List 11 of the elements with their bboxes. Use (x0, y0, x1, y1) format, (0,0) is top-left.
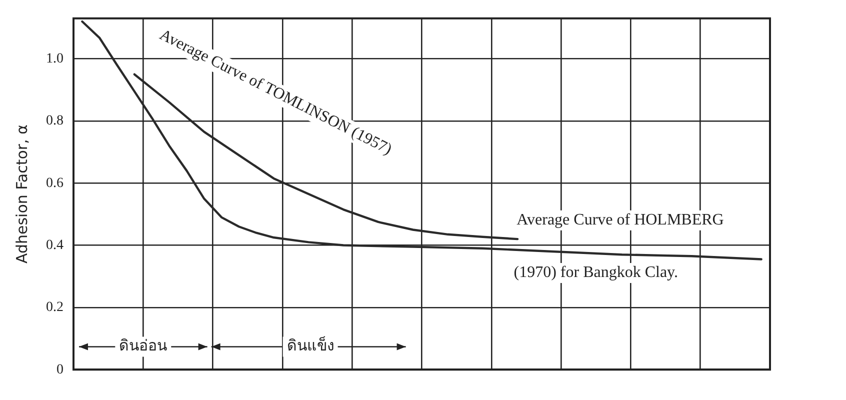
y-tick-label: 0.2 (46, 300, 64, 316)
annotation: ดินอ่อน (119, 336, 168, 355)
y-tick-label: 0 (56, 362, 64, 378)
y-tick-label: 0.8 (46, 114, 64, 129)
y-tick-label: 0.6 (46, 176, 64, 191)
y-tick-label: 1.0 (46, 51, 64, 66)
y-tick-label: 0.4 (46, 238, 64, 253)
y-axis-title: Adhesion Factor, α (12, 124, 31, 264)
annotation: Average Curve of HOLMBERG (516, 212, 724, 229)
annotation: ดินแข็ง (286, 336, 334, 355)
annotation: (1970) for Bangkok Clay. (514, 264, 678, 282)
